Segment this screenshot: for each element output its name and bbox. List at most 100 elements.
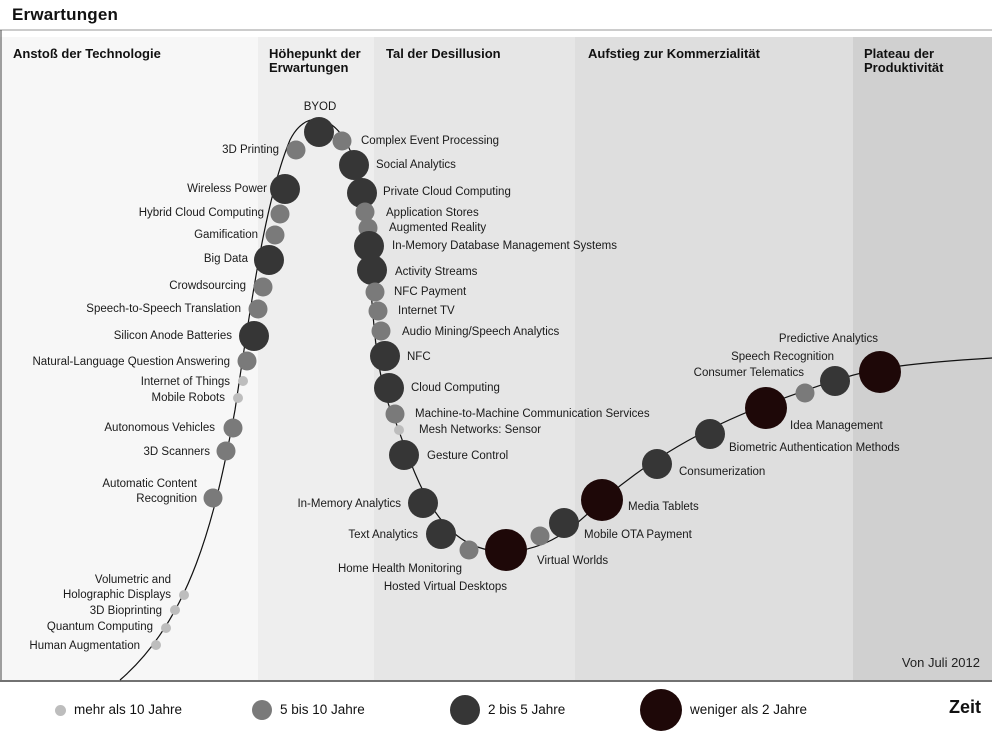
tech-dot-in-memory-analytics bbox=[408, 488, 438, 518]
tech-dot-3d-printing bbox=[286, 140, 306, 160]
tech-label-in-memory-analytics: In-Memory Analytics bbox=[297, 498, 401, 510]
tech-label-mobile-robots: Mobile Robots bbox=[151, 392, 225, 404]
tech-dot-wireless-power bbox=[270, 174, 300, 204]
tech-dot-mesh-networks-sensor bbox=[394, 425, 404, 435]
tech-dot-social-analytics bbox=[339, 150, 369, 180]
tech-dot-consumerization bbox=[642, 449, 672, 479]
tech-label-big-data: Big Data bbox=[204, 253, 249, 265]
tech-dot-natural-language-question-answering bbox=[237, 351, 257, 371]
tech-label-autonomous-vehicles: Autonomous Vehicles bbox=[104, 422, 215, 434]
tech-dot-consumer-telematics bbox=[795, 383, 815, 403]
tech-dot-biometric-authentication-methods bbox=[695, 419, 725, 449]
tech-label-consumerization: Consumerization bbox=[679, 466, 765, 478]
phase-band-1 bbox=[0, 37, 258, 680]
y-axis-label: Erwartungen bbox=[12, 5, 119, 24]
tech-dot-mobile-robots bbox=[233, 393, 243, 403]
tech-dot-virtual-worlds bbox=[530, 526, 550, 546]
tech-dot-private-cloud-computing bbox=[347, 178, 377, 208]
tech-dot-machine-to-machine-communication-services bbox=[385, 404, 405, 424]
tech-label-machine-to-machine-communication-services: Machine-to-Machine Communication Service… bbox=[415, 408, 650, 420]
tech-dot-byod bbox=[304, 117, 334, 147]
tech-dot-complex-event-processing bbox=[332, 131, 352, 151]
x-axis-label: Zeit bbox=[948, 697, 981, 717]
tech-label-hosted-virtual-desktops: Hosted Virtual Desktops bbox=[384, 581, 507, 593]
tech-label-text-analytics: Text Analytics bbox=[348, 529, 418, 541]
tech-dot-big-data bbox=[254, 245, 284, 275]
phase-band-3 bbox=[374, 37, 575, 680]
tech-label-mesh-networks-sensor: Mesh Networks: Sensor bbox=[419, 424, 541, 436]
tech-dot-nfc-payment bbox=[365, 282, 385, 302]
tech-label-activity-streams: Activity Streams bbox=[395, 266, 478, 278]
tech-dot-3d-bioprinting bbox=[170, 605, 180, 615]
tech-dot-application-stores bbox=[355, 202, 375, 222]
tech-label-speech-to-speech-translation: Speech-to-Speech Translation bbox=[86, 303, 241, 315]
tech-label-nfc-payment: NFC Payment bbox=[394, 286, 467, 298]
tech-dot-gamification bbox=[265, 225, 285, 245]
tech-dot-autonomous-vehicles bbox=[223, 418, 243, 438]
phase-label-1: Anstoß der Technologie bbox=[13, 46, 161, 61]
tech-label-3d-printing: 3D Printing bbox=[222, 144, 279, 156]
phase-label-2: Höhepunkt der Erwartungen bbox=[269, 46, 361, 75]
legend-dot bbox=[450, 695, 480, 725]
tech-label-private-cloud-computing: Private Cloud Computing bbox=[383, 186, 511, 198]
legend-dot bbox=[55, 704, 66, 716]
tech-label-gamification: Gamification bbox=[194, 229, 258, 241]
tech-label-internet-tv: Internet TV bbox=[398, 305, 455, 317]
phase-label-5: Plateau der Produktivität bbox=[864, 46, 944, 75]
tech-label-audio-mining-speech-analytics: Audio Mining/Speech Analytics bbox=[402, 326, 560, 338]
tech-label-application-stores: Application Stores bbox=[386, 207, 479, 219]
tech-dot-idea-management bbox=[745, 387, 787, 429]
legend-label: 5 bis 10 Jahre bbox=[280, 702, 365, 717]
legend-dot bbox=[252, 700, 272, 720]
tech-label-cloud-computing: Cloud Computing bbox=[411, 382, 500, 394]
tech-label-social-analytics: Social Analytics bbox=[376, 159, 456, 171]
tech-label-byod: BYOD bbox=[304, 101, 337, 113]
tech-dot-cloud-computing bbox=[374, 373, 404, 403]
tech-label-silicon-anode-batteries: Silicon Anode Batteries bbox=[114, 330, 233, 342]
tech-label-natural-language-question-answering: Natural-Language Question Answering bbox=[32, 356, 230, 368]
tech-label-wireless-power: Wireless Power bbox=[187, 183, 267, 195]
tech-label-3d-bioprinting: 3D Bioprinting bbox=[90, 605, 162, 617]
tech-dot-media-tablets bbox=[581, 479, 623, 521]
tech-label-gesture-control: Gesture Control bbox=[427, 450, 508, 462]
tech-dot-hybrid-cloud-computing bbox=[270, 204, 290, 224]
tech-label-automatic-content-recognition: Automatic Content Recognition bbox=[102, 478, 197, 505]
tech-label-consumer-telematics: Consumer Telematics bbox=[694, 367, 805, 379]
tech-dot-speech-recognition bbox=[820, 366, 850, 396]
tech-label-home-health-monitoring: Home Health Monitoring bbox=[338, 563, 462, 575]
tech-dot-human-augmentation bbox=[151, 640, 161, 650]
tech-dot-crowdsourcing bbox=[253, 277, 273, 297]
tech-dot-mobile-ota-payment bbox=[549, 508, 579, 538]
tech-label-internet-of-things: Internet of Things bbox=[141, 376, 231, 388]
tech-dot-audio-mining-speech-analytics bbox=[371, 321, 391, 341]
tech-dot-volumetric-and-holographic-displays bbox=[179, 590, 189, 600]
tech-label-human-augmentation: Human Augmentation bbox=[29, 640, 140, 652]
tech-label-nfc: NFC bbox=[407, 351, 431, 363]
tech-label-mobile-ota-payment: Mobile OTA Payment bbox=[584, 529, 693, 541]
tech-dot-speech-to-speech-translation bbox=[248, 299, 268, 319]
tech-label-in-memory-database-management-systems: In-Memory Database Management Systems bbox=[392, 240, 617, 252]
tech-dot-internet-tv bbox=[368, 301, 388, 321]
tech-label-quantum-computing: Quantum Computing bbox=[47, 621, 153, 633]
tech-label-augmented-reality: Augmented Reality bbox=[389, 222, 486, 234]
tech-label-volumetric-and-holographic-displays: Volumetric and Holographic Displays bbox=[63, 574, 171, 601]
tech-label-hybrid-cloud-computing: Hybrid Cloud Computing bbox=[139, 207, 264, 219]
tech-dot-in-memory-database-management-systems bbox=[354, 231, 384, 261]
phase-label-4: Aufstieg zur Kommerzialität bbox=[588, 46, 761, 61]
legend-label: mehr als 10 Jahre bbox=[74, 702, 183, 717]
date-note: Von Juli 2012 bbox=[902, 655, 980, 670]
tech-dot-hosted-virtual-desktops bbox=[485, 529, 527, 571]
tech-dot-activity-streams bbox=[357, 255, 387, 285]
tech-label-crowdsourcing: Crowdsourcing bbox=[169, 280, 246, 292]
tech-dot-3d-scanners bbox=[216, 441, 236, 461]
tech-dot-home-health-monitoring bbox=[459, 540, 479, 560]
legend-label: 2 bis 5 Jahre bbox=[488, 702, 566, 717]
tech-dot-quantum-computing bbox=[161, 623, 171, 633]
tech-label-complex-event-processing: Complex Event Processing bbox=[361, 135, 499, 147]
tech-dot-text-analytics bbox=[426, 519, 456, 549]
phase-label-3: Tal der Desillusion bbox=[386, 46, 501, 61]
legend-dot bbox=[640, 689, 682, 731]
tech-label-speech-recognition: Speech Recognition bbox=[731, 351, 834, 363]
tech-dot-automatic-content-recognition bbox=[203, 488, 223, 508]
